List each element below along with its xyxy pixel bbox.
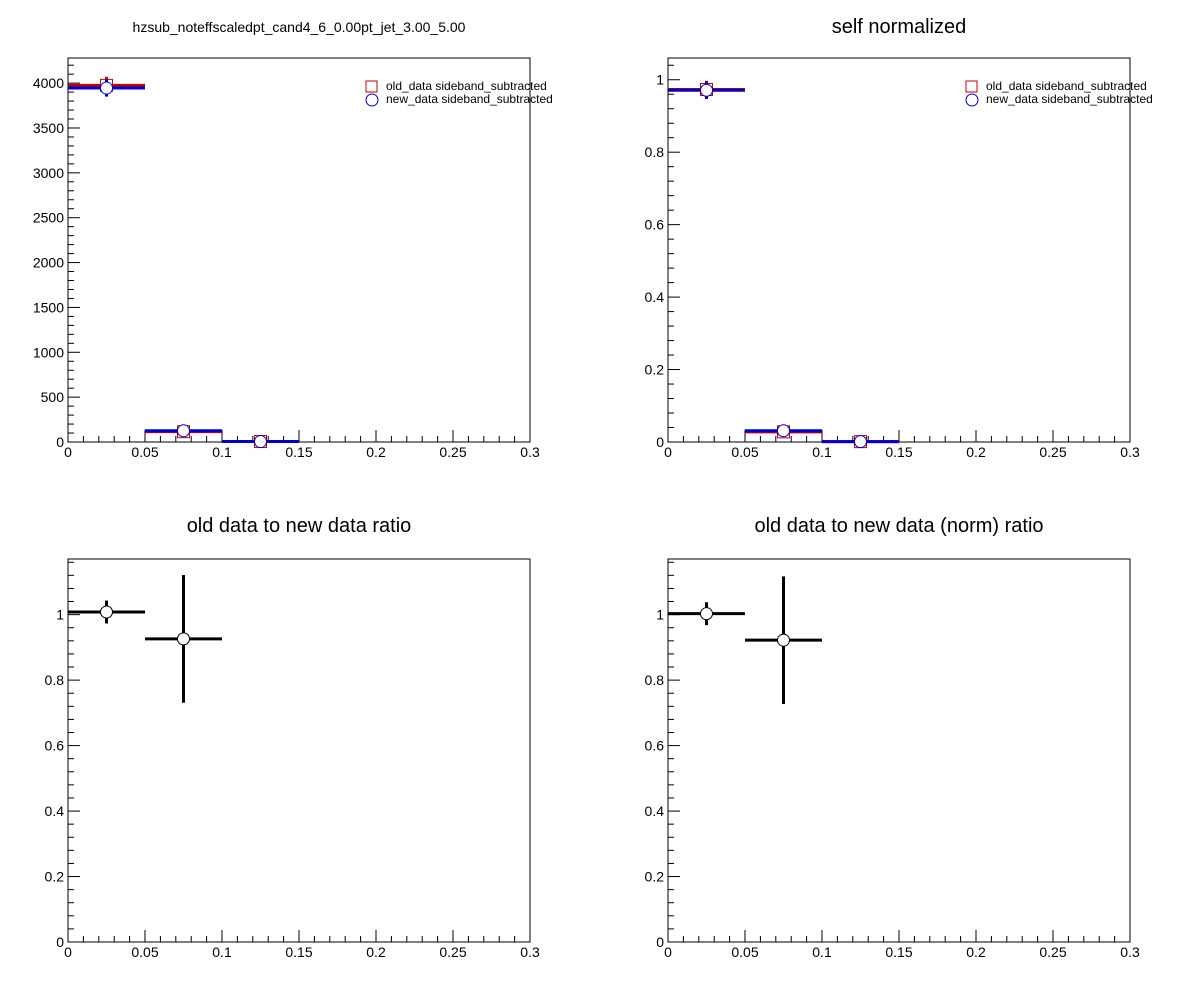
y-tick-label: 0.8 [45,672,65,688]
data-point-circle [254,435,267,449]
plot-frame [667,558,1131,943]
plot-frame [67,558,531,943]
legend-marker-circle [365,93,379,107]
x-tick-label: 0.25 [439,944,466,960]
panel-norm-ratio: old data to new data (norm) ratio 0 0.05 0.… [645,515,1140,960]
legend-marker-circle [965,93,979,107]
y-tick-label: 0 [656,434,664,450]
x-tick-label: 0.25 [1039,944,1066,960]
x-tick-label: 0.1 [812,444,832,460]
y-tick-label: 500 [41,389,65,405]
y-tick-label: 0.4 [45,803,65,819]
chart-title: self normalized [832,16,967,38]
x-tick-label: 0.1 [812,944,832,960]
x-tick-label: 0.15 [285,944,312,960]
x-tick-label: 0.25 [439,444,466,460]
data-point-circle [700,607,713,621]
x-tick-label: 0.2 [966,444,986,460]
data-point-circle [100,605,113,619]
x-tick-label: 0 [64,944,72,960]
y-tick-label: 1 [656,607,664,623]
y-tick-label: 2500 [33,210,64,226]
legend-label: new_data sideband_subtracted [386,92,553,106]
data-point-circle [700,83,713,97]
x-tick-label: 0.05 [731,444,758,460]
x-tick-label: 0 [64,444,72,460]
x-tick-label: 0 [664,444,672,460]
data-point-circle [177,424,190,438]
x-tick-label: 0.05 [731,944,758,960]
plot-frame [667,57,1131,443]
data-point-circle [177,632,190,646]
y-tick-label: 0.2 [645,362,665,378]
panel-raw-counts: hzsub_noteffscaledpt_cand4_6_0.00pt_jet_… [33,19,553,460]
panel-self-normalized: self normalized 0 0.05 0.1 0.15 0.2 0.25 0.3 0 0.… [645,16,1153,460]
x-tick-label: 0.3 [520,444,540,460]
x-tick-label: 0.05 [131,944,158,960]
panel-ratio: old data to new data ratio 0 0.05 0.1 0.15 0.… [45,515,540,960]
plot-frame [67,57,531,443]
y-tick-label: 0 [56,434,64,450]
x-tick-label: 0 [664,944,672,960]
x-tick-label: 0.15 [285,444,312,460]
data-point-circle [777,633,790,647]
y-tick-label: 0.2 [45,869,65,885]
y-tick-label: 0.6 [645,738,665,754]
y-tick-label: 3000 [33,165,64,181]
y-tick-label: 0.2 [645,869,665,885]
x-tick-label: 0.15 [885,944,912,960]
x-tick-label: 0.3 [1120,444,1140,460]
chart-title: hzsub_noteffscaledpt_cand4_6_0.00pt_jet_… [133,19,466,35]
y-tick-label: 0.4 [645,803,665,819]
x-tick-label: 0.2 [366,444,386,460]
data-point-circle [100,81,113,95]
y-tick-label: 0.6 [645,217,665,233]
x-tick-label: 0.3 [1120,944,1140,960]
y-tick-label: 3500 [33,120,64,136]
x-tick-label: 0.05 [131,444,158,460]
x-tick-label: 0.3 [520,944,540,960]
y-tick-label: 0.8 [645,672,665,688]
y-tick-label: 0.6 [45,738,65,754]
legend-label: old_data sideband_subtracted [386,79,547,93]
legend-label: new_data sideband_subtracted [986,92,1153,106]
legend-marker-square [965,80,978,93]
y-tick-label: 0 [656,934,664,950]
data-point-circle [777,424,790,438]
data-point-circle [854,435,867,449]
y-tick-label: 4000 [33,75,64,91]
y-tick-label: 0.8 [645,144,665,160]
y-tick-label: 2000 [33,255,64,271]
legend-marker-square [365,80,378,93]
x-tick-label: 0.2 [966,944,986,960]
y-tick-label: 1 [56,607,64,623]
y-tick-label: 1 [656,72,664,88]
x-tick-label: 0.1 [212,944,232,960]
y-tick-label: 0.4 [645,289,665,305]
y-tick-label: 1000 [33,344,64,360]
x-tick-label: 0.15 [885,444,912,460]
x-tick-label: 0.25 [1039,444,1066,460]
y-tick-label: 0 [56,934,64,950]
chart-title: old data to new data (norm) ratio [754,515,1043,537]
y-tick-label: 1500 [33,299,64,315]
x-tick-label: 0.1 [212,444,232,460]
chart-title: old data to new data ratio [187,515,412,537]
legend-label: old_data sideband_subtracted [986,79,1147,93]
x-tick-label: 0.2 [366,944,386,960]
